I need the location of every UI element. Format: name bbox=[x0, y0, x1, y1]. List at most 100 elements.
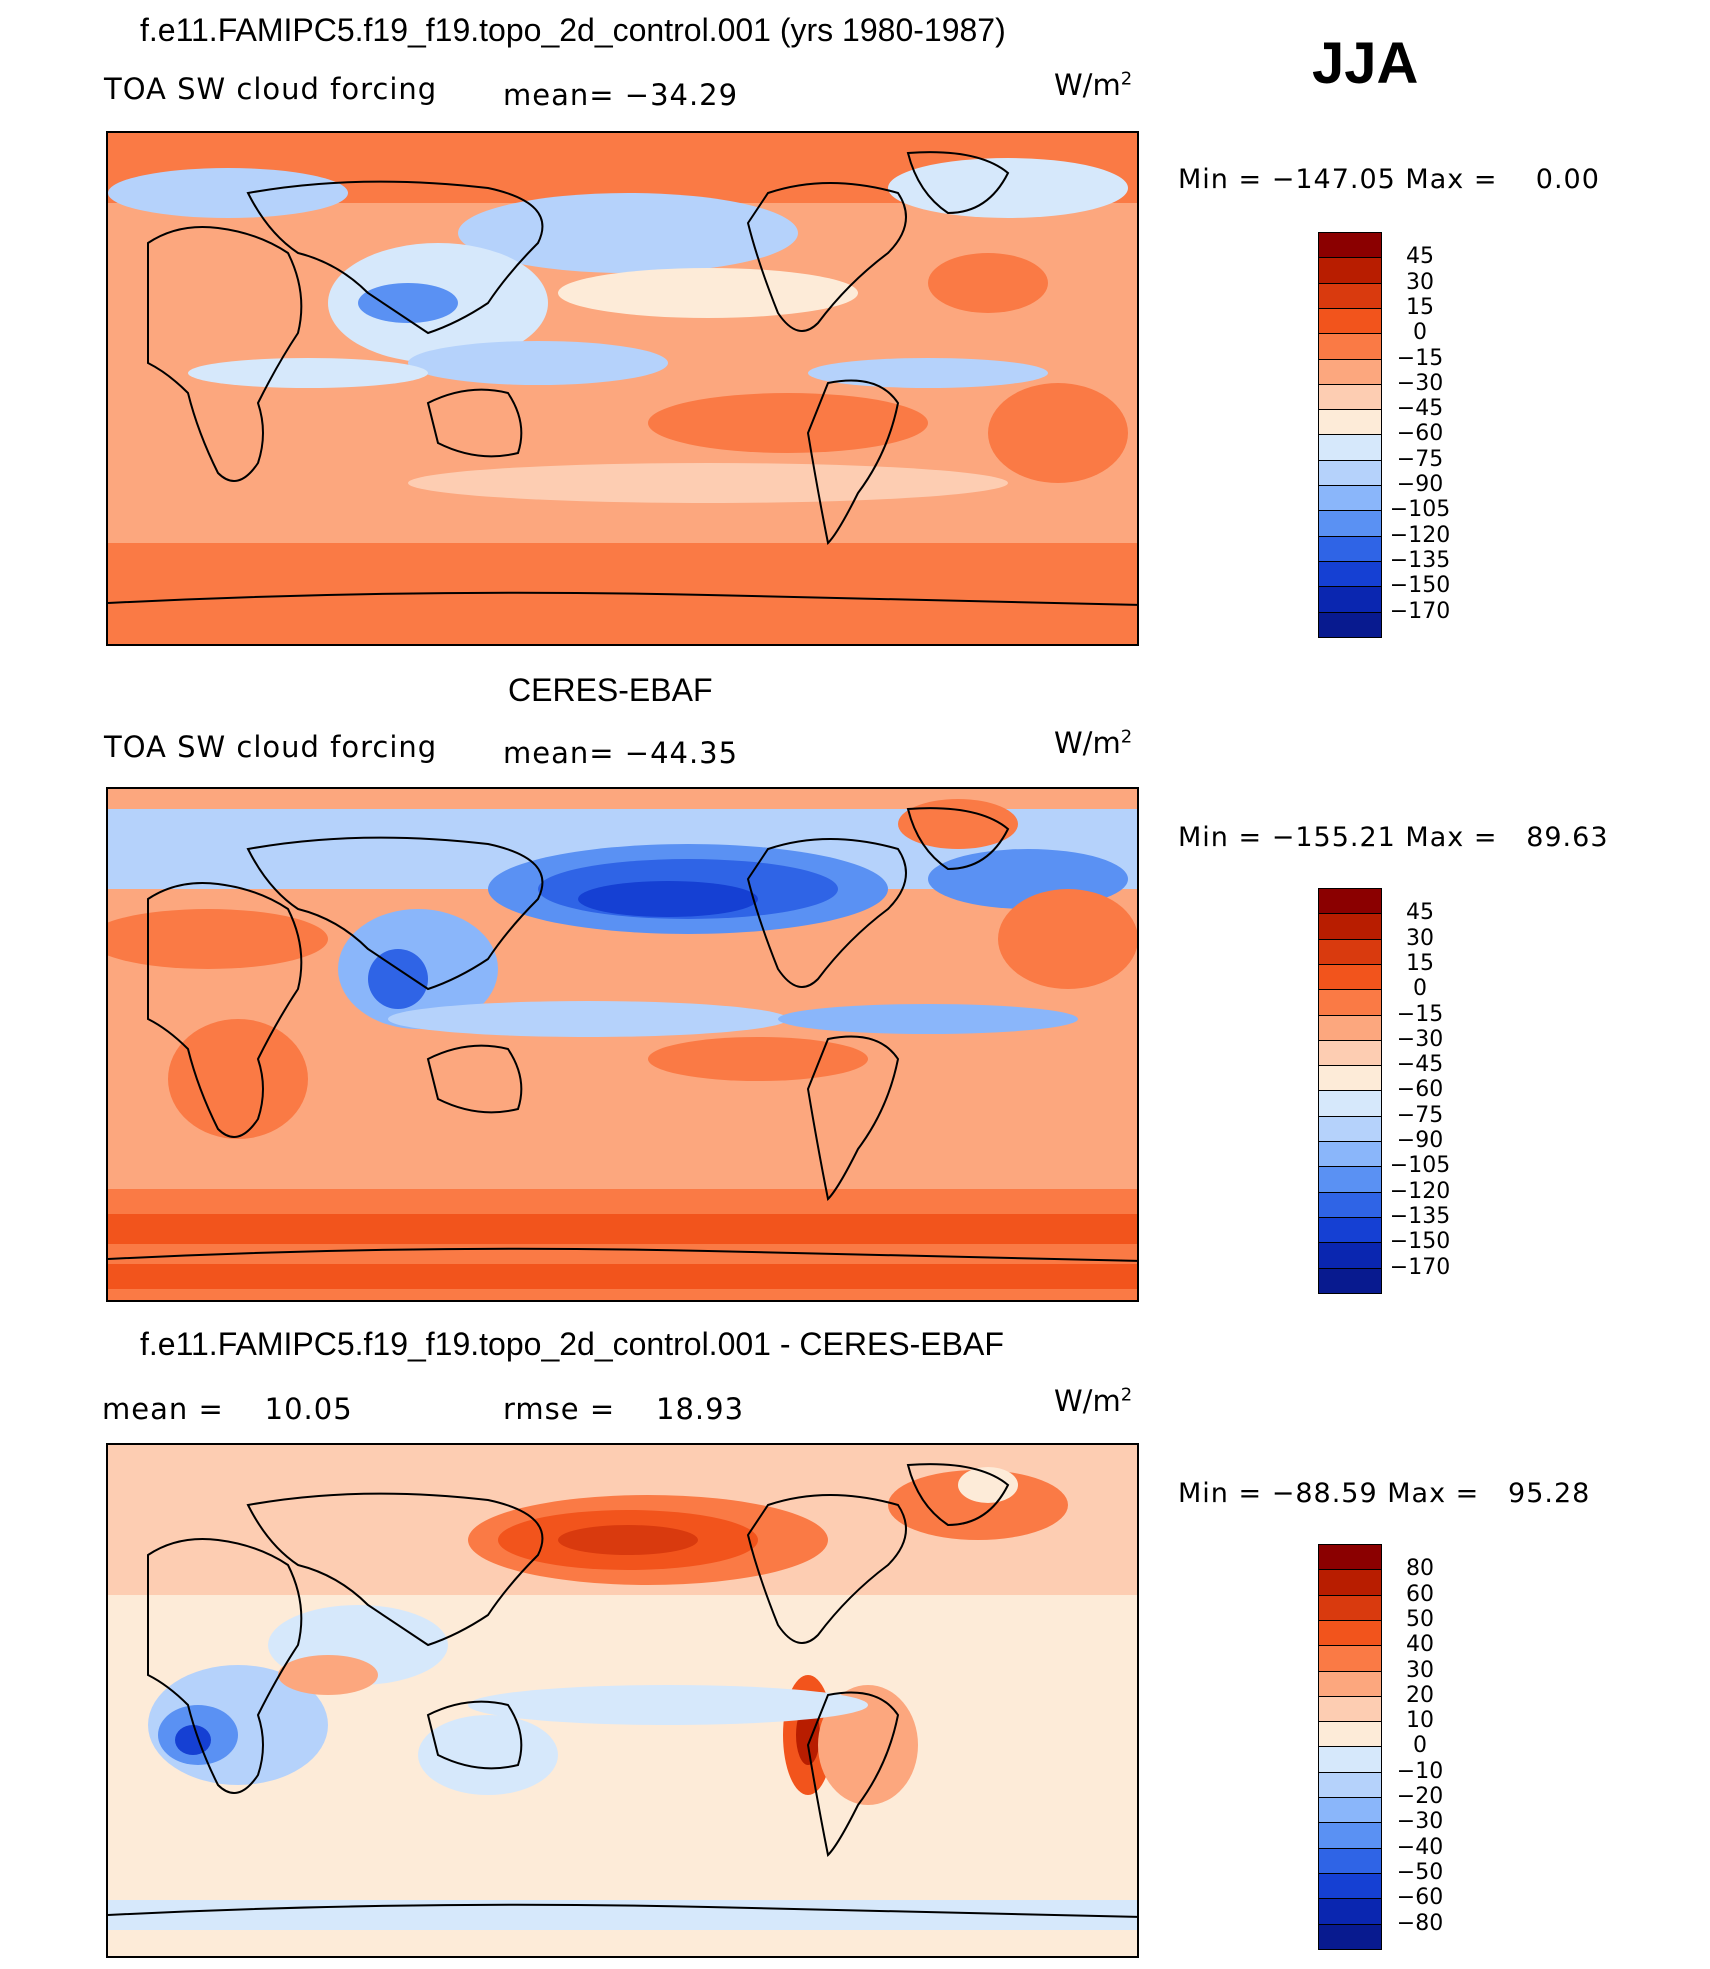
colorbar-tick-label: −40 bbox=[1396, 1834, 1444, 1860]
colorbar-swatch bbox=[1318, 535, 1382, 563]
field-blob bbox=[468, 1685, 868, 1725]
coast-north-america bbox=[746, 838, 907, 988]
variable-label: TOA SW cloud forcing bbox=[104, 730, 438, 764]
max-label: Max bbox=[1405, 822, 1465, 853]
field-blob bbox=[818, 1685, 918, 1805]
colorbar-swatch bbox=[1318, 1141, 1382, 1168]
colorbar-tick-label: −75 bbox=[1396, 1102, 1444, 1128]
colorbar-swatch bbox=[1318, 1191, 1382, 1219]
panel-title: CERES-EBAF bbox=[508, 672, 713, 708]
colorbar-swatch bbox=[1318, 1216, 1382, 1244]
colorbar-tick-label: −170 bbox=[1389, 1254, 1451, 1280]
colorbar-tick-label: −50 bbox=[1396, 1859, 1444, 1885]
mean-stat: mean= −44.35 bbox=[503, 736, 738, 770]
colorbar-tick-label: −150 bbox=[1389, 1229, 1451, 1255]
colorbar-tick-label: 20 bbox=[1406, 1682, 1434, 1708]
colorbar-tick-label: −15 bbox=[1396, 1001, 1444, 1027]
coast-eurasia bbox=[246, 180, 544, 335]
colorbar-swatch bbox=[1318, 1898, 1382, 1925]
colorbar-swatch bbox=[1318, 989, 1382, 1016]
max-label: Max bbox=[1405, 164, 1465, 195]
colorbar-tick-label: −15 bbox=[1396, 345, 1444, 371]
colorbar-swatch bbox=[1318, 257, 1382, 285]
mean-label: mean= bbox=[503, 78, 615, 112]
rmse-stat: rmse = 18.93 bbox=[503, 1392, 744, 1426]
rmse-label: rmse = bbox=[503, 1392, 616, 1426]
colorbar-tick-label: −30 bbox=[1396, 1026, 1444, 1052]
colorbar-swatch bbox=[1318, 485, 1382, 512]
field-blob bbox=[778, 1004, 1078, 1034]
colorbar-swatch bbox=[1318, 1014, 1382, 1042]
min-label: Min bbox=[1178, 1478, 1229, 1509]
field-band bbox=[108, 1264, 1137, 1289]
min-label: Min bbox=[1178, 164, 1229, 195]
colorbar-tick-label: 40 bbox=[1406, 1632, 1434, 1658]
world-map bbox=[106, 1443, 1139, 1958]
coast-australia bbox=[426, 1700, 523, 1770]
coast-antarctica bbox=[108, 1903, 1137, 1918]
colorbar-tick-label: −135 bbox=[1389, 547, 1451, 573]
colorbar-swatch bbox=[1318, 1115, 1382, 1143]
field-blob bbox=[368, 949, 428, 1009]
colorbar-swatch bbox=[1318, 1242, 1382, 1269]
field-blob bbox=[175, 1725, 211, 1755]
colorbar-tick-label: 0 bbox=[1413, 320, 1427, 346]
colorbar-swatch bbox=[1318, 611, 1382, 639]
coast-south-america bbox=[806, 379, 900, 546]
world-map bbox=[106, 787, 1139, 1302]
colorbar-tick-label: 45 bbox=[1406, 244, 1434, 270]
max-value: 89.63 bbox=[1526, 822, 1609, 853]
coast-eurasia bbox=[246, 1492, 544, 1647]
max-value: 95.28 bbox=[1508, 1478, 1591, 1509]
field-blob bbox=[108, 168, 348, 218]
colorbar-tick-label: 45 bbox=[1406, 900, 1434, 926]
field-blob bbox=[988, 383, 1128, 483]
colorbar-tick-label: −10 bbox=[1396, 1758, 1444, 1784]
coast-greenland bbox=[906, 151, 1010, 215]
colorbar-tick-label: −60 bbox=[1396, 1077, 1444, 1103]
colorbar-tick-label: −45 bbox=[1396, 1052, 1444, 1078]
minmax-readout: Min = −88.59 Max = 95.28 bbox=[1178, 1478, 1591, 1509]
colorbar-swatch bbox=[1318, 1746, 1382, 1774]
mean-label: mean= bbox=[503, 736, 615, 770]
field-blob bbox=[808, 358, 1048, 388]
units-text: W/m bbox=[1054, 1384, 1121, 1418]
colorbar-tick-label: −135 bbox=[1389, 1203, 1451, 1229]
colorbar-swatch bbox=[1318, 1267, 1382, 1295]
field-blob bbox=[108, 909, 328, 969]
coast-greenland bbox=[906, 1463, 1010, 1527]
colorbar-swatch bbox=[1318, 1847, 1382, 1875]
colorbar bbox=[1318, 1544, 1382, 1951]
colorbar-tick-label: −30 bbox=[1396, 370, 1444, 396]
colorbar-swatch bbox=[1318, 1771, 1382, 1799]
colorbar-swatch bbox=[1318, 307, 1382, 335]
colorbar-swatch bbox=[1318, 560, 1382, 588]
colorbar-swatch bbox=[1318, 1872, 1382, 1900]
coast-south-america bbox=[806, 1035, 900, 1202]
coast-africa bbox=[147, 1538, 303, 1794]
colorbar-swatch bbox=[1318, 434, 1382, 462]
colorbar-tick-label: 50 bbox=[1406, 1606, 1434, 1632]
colorbar-swatch bbox=[1318, 913, 1382, 941]
colorbar-tick-label: −60 bbox=[1396, 421, 1444, 447]
field-blob bbox=[458, 193, 798, 273]
colorbar-tick-label: −105 bbox=[1389, 497, 1451, 523]
field-blob bbox=[928, 253, 1048, 313]
field-blob bbox=[888, 158, 1128, 218]
coast-south-america bbox=[806, 1691, 900, 1858]
units-label: W/m2 bbox=[1054, 726, 1132, 760]
colorbar-tick-label: 10 bbox=[1406, 1708, 1434, 1734]
colorbar-swatch bbox=[1318, 1619, 1382, 1647]
colorbar-tick-label: −120 bbox=[1389, 1178, 1451, 1204]
units-label: W/m2 bbox=[1054, 68, 1132, 102]
colorbar-tick-label: −90 bbox=[1396, 1128, 1444, 1153]
units-sup: 2 bbox=[1120, 726, 1133, 748]
colorbar bbox=[1318, 888, 1382, 1295]
coast-antarctica bbox=[108, 1247, 1137, 1262]
colorbar-tick-label: 15 bbox=[1406, 294, 1434, 320]
colorbar-swatch bbox=[1318, 1670, 1382, 1698]
field-blob bbox=[888, 1470, 1068, 1540]
colorbar-swatch bbox=[1318, 586, 1382, 613]
mean-value: −44.35 bbox=[624, 736, 739, 770]
field-blob bbox=[408, 341, 668, 385]
